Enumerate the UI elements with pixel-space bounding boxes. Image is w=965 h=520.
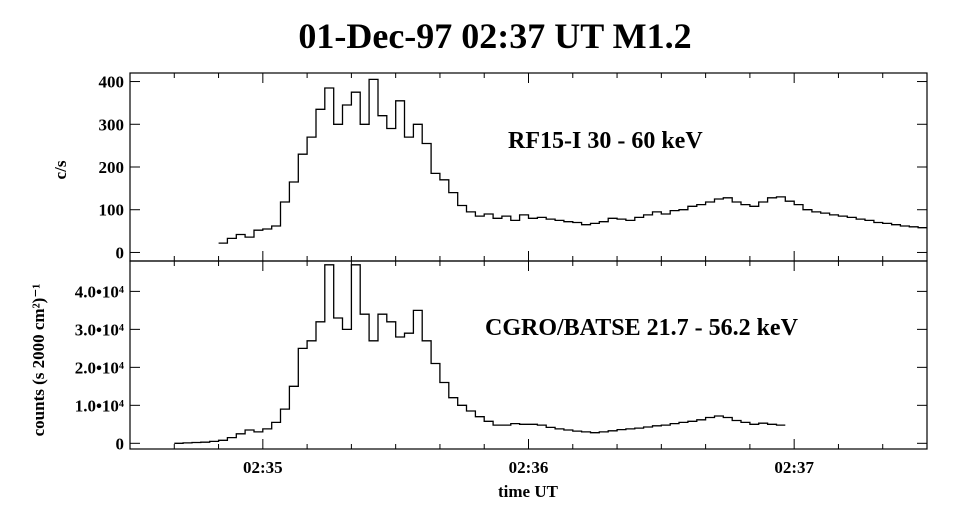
top-panel: RF15-I 30 - 60 keV c/s 0 100 200 300 400 [51,72,928,263]
top-panel-ytick-label: 100 [99,201,125,220]
x-axis-label: time UT [498,482,559,501]
top-panel-ytick-label: 400 [99,73,125,92]
bottom-panel-ytick-label: 0 [116,434,125,453]
bottom-panel-ytick-label: 1.0•10⁴ [75,396,124,415]
top-panel-ticks [129,73,928,261]
top-panel-series-line [218,78,927,244]
bottom-panel-ytick-label: 4.0•10⁴ [75,282,124,301]
top-panel-ytick-label: 300 [99,115,125,134]
bottom-panel-ytick-labels: 0 1.0•10⁴ 2.0•10⁴ 3.0•10⁴ 4.0•10⁴ [75,282,124,453]
bottom-panel-ticks [129,261,928,449]
top-panel-ylabel: c/s [51,160,70,179]
bottom-panel-ytick-label: 3.0•10⁴ [75,320,124,339]
top-panel-ytick-label: 0 [116,243,125,262]
bottom-panel-xtick-label: 02:36 [509,458,549,477]
top-panel-ytick-label: 200 [99,158,125,177]
bottom-panel-series-line [174,264,786,444]
bottom-panel-ytick-label: 2.0•10⁴ [75,358,124,377]
chart-title: 01-Dec-97 02:37 UT M1.2 [298,16,691,56]
bottom-panel-xtick-labels: 02:35 02:36 02:37 [243,458,814,477]
bottom-panel-annotation: CGRO/BATSE 21.7 - 56.2 keV [485,315,799,341]
bottom-panel-xtick-label: 02:35 [243,458,283,477]
top-panel-ytick-labels: 0 100 200 300 400 [99,73,125,263]
bottom-panel-xtick-label: 02:37 [774,458,814,477]
top-panel-frame [129,72,928,262]
bottom-panel-frame [129,260,928,450]
top-panel-annotation: RF15-I 30 - 60 keV [508,128,703,154]
bottom-panel: CGRO/BATSE 21.7 - 56.2 keV counts (s 200… [29,260,928,501]
bottom-panel-ylabel: counts (s 2000 cm²)⁻¹ [29,284,48,437]
